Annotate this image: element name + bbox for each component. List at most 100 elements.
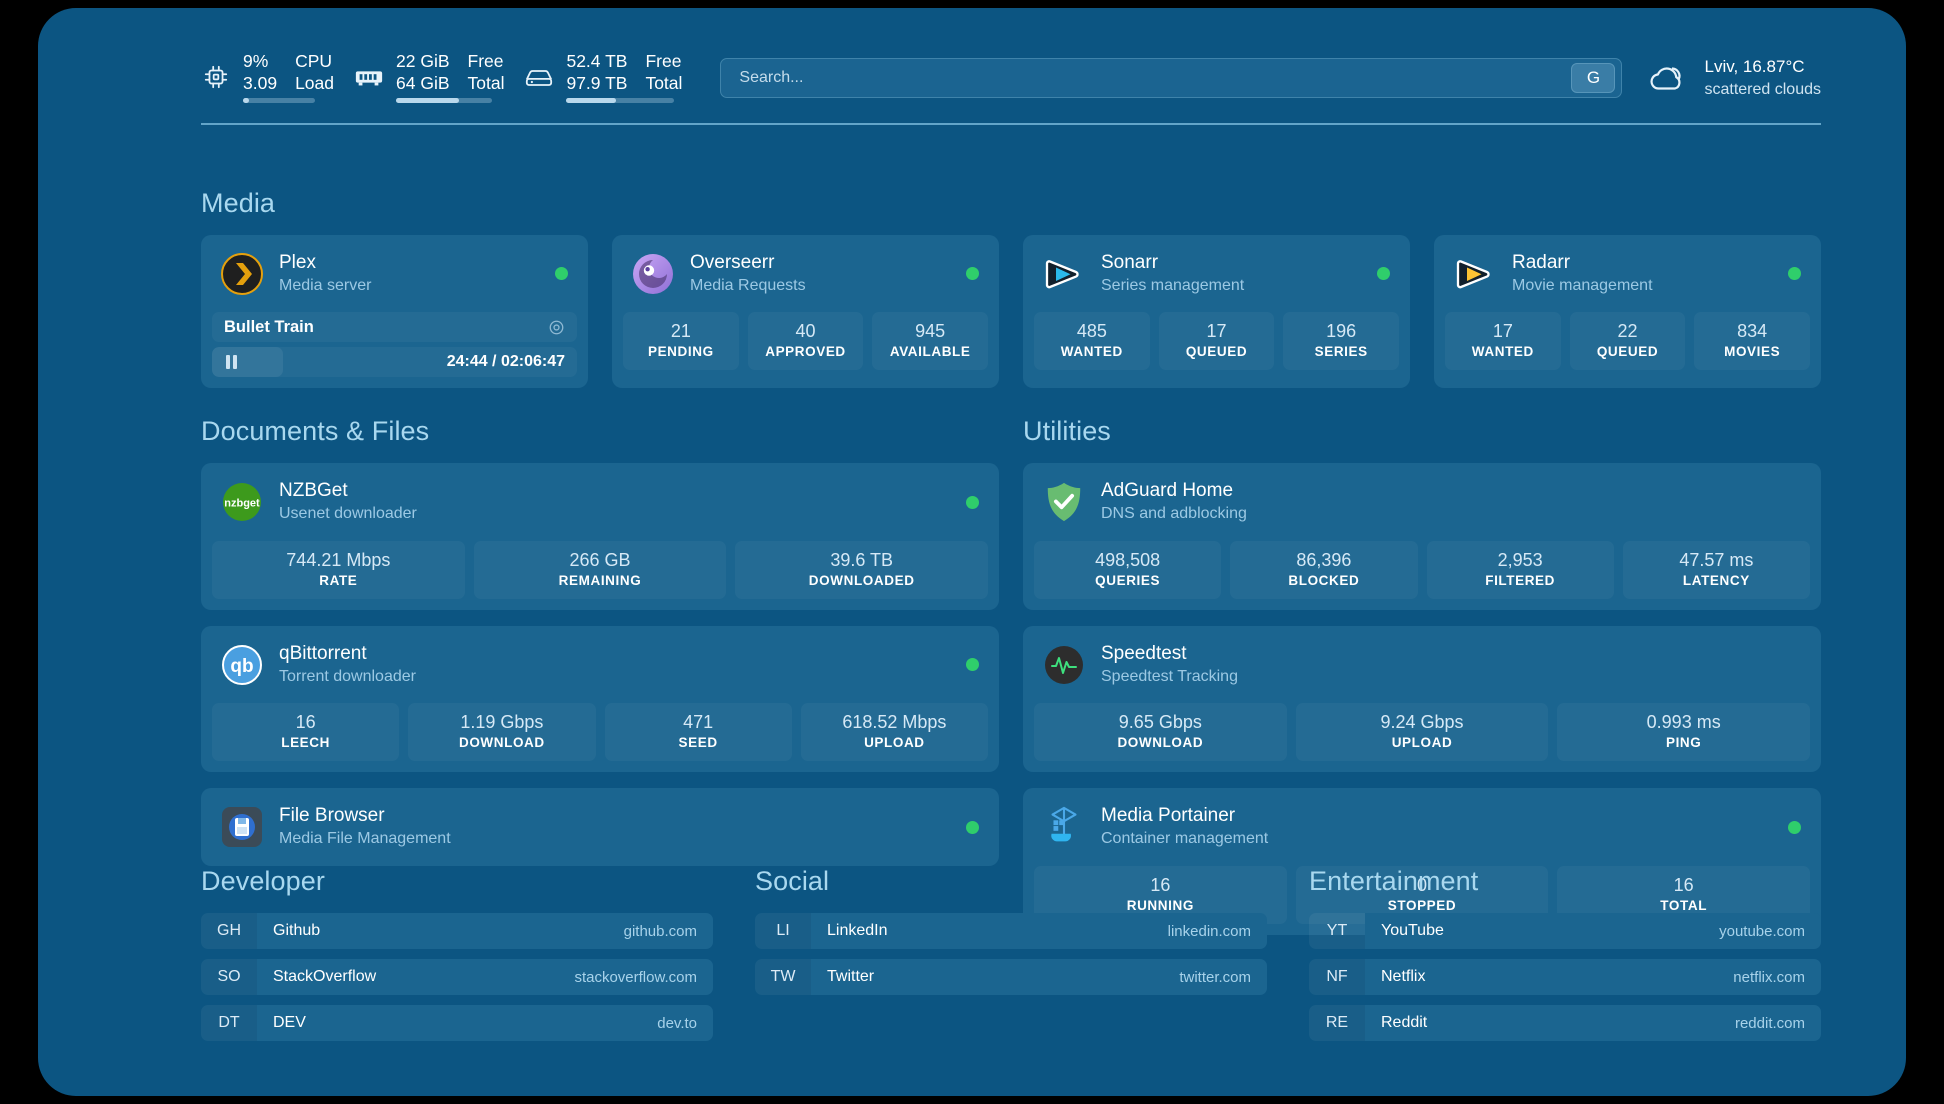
stat-cell[interactable]: 40 APPROVED <box>747 312 864 371</box>
status-indicator-online <box>966 267 979 281</box>
service-card-overseerr[interactable]: Overseerr Media Requests 21 PENDING 40 APPROV… <box>612 235 999 389</box>
svg-text:nzbget: nzbget <box>224 498 260 510</box>
search-engine-button[interactable]: G <box>1571 63 1616 93</box>
status-indicator-online <box>1788 267 1801 281</box>
bookmark-body: Github github.com <box>257 913 713 949</box>
player-progress-row[interactable]: 24:44 / 02:06:47 <box>212 347 577 378</box>
stat-cell[interactable]: 16 LEECH <box>212 703 400 762</box>
card-titles: Speedtest Speedtest Tracking <box>1101 642 1801 687</box>
card-title: AdGuard Home <box>1101 480 1234 502</box>
bookmark-abbr: SO <box>201 959 257 995</box>
bookmark-url: netflix.com <box>1733 968 1805 986</box>
stat-cell[interactable]: 17 WANTED <box>1445 312 1561 371</box>
search-box[interactable]: G <box>720 58 1623 98</box>
service-card-media-portainer[interactable]: Media Portainer Container management 16 RUN… <box>1023 788 1821 935</box>
stat-progress-bar-0 <box>243 97 315 103</box>
bookmark-link[interactable]: LI LinkedIn linkedin.com <box>755 913 1267 949</box>
player-title-row[interactable]: Bullet Train <box>212 312 577 343</box>
search-input[interactable] <box>739 69 1572 87</box>
stat-cell-value: 47.57 ms <box>1679 549 1754 570</box>
bookmark-body: StackOverflow stackoverflow.com <box>257 959 713 995</box>
bookmark-name: Reddit <box>1381 1014 1428 1031</box>
stat-cell[interactable]: 1.19 Gbps DOWNLOAD <box>408 703 596 762</box>
stat-cell[interactable]: 47.57 ms LATENCY <box>1622 540 1810 599</box>
service-card-adguard-home[interactable]: AdGuard Home DNS and adblocking 498,508 QUE… <box>1023 463 1821 610</box>
stat-cell-label: RUNNING <box>1126 897 1194 913</box>
service-card-nzbget[interactable]: nzbget NZBGet Usenet downloader 744.21 Mbps… <box>201 463 999 610</box>
bookmark-group-entertainment: Entertainment YT YouTube youtube.com NF Netfl… <box>1309 866 1821 1041</box>
bookmark-abbr: DT <box>201 1005 257 1041</box>
stat-cell-value: 16 <box>295 712 316 733</box>
stat-cell[interactable]: 834 MOVIES <box>1694 312 1811 371</box>
service-card-sonarr[interactable]: Sonarr Series management 485 WANTED 17 QUEUED… <box>1023 235 1410 389</box>
stat-cell-value: 834 <box>1737 321 1768 342</box>
stat-cell[interactable]: 86,396 BLOCKED <box>1230 540 1418 599</box>
stat-cell[interactable]: 0.993 ms PING <box>1557 703 1811 762</box>
stat-cell[interactable]: 9.24 Gbps UPLOAD <box>1295 703 1549 762</box>
card-header: Speedtest Speedtest Tracking <box>1023 626 1821 703</box>
stat-cell-value: 16 <box>1150 874 1171 895</box>
stat-cell[interactable]: 498,508 QUERIES <box>1034 540 1222 599</box>
bookmark-link[interactable]: NF Netflix netflix.com <box>1309 959 1821 995</box>
card-subtitle: Torrent downloader <box>279 667 416 685</box>
card-titles: qBittorrent Torrent downloader <box>279 642 950 687</box>
service-card-plex[interactable]: Plex Media server Bullet Train 24:44 / 02:0… <box>201 235 588 389</box>
stat-cell-label: QUEUED <box>1185 344 1248 360</box>
service-card-qbittorrent[interactable]: qb qBittorrent Torrent downloader 16 LEECH 1.… <box>201 625 999 773</box>
service-card-file-browser[interactable]: File Browser Media File Management <box>201 788 999 866</box>
stat-cell[interactable]: 485 WANTED <box>1034 312 1150 371</box>
stat-cell-value: 17 <box>1492 321 1513 342</box>
stat-value-top-1: 22 GiB <box>396 51 450 72</box>
bookmark-link[interactable]: YT YouTube youtube.com <box>1309 913 1821 949</box>
stat-cell[interactable]: 266 GB REMAINING <box>473 540 727 599</box>
stat-cell-value: 2,953 <box>1497 549 1543 570</box>
stat-cell-label: RATE <box>319 572 358 588</box>
gear-icon[interactable] <box>548 319 565 336</box>
service-card-radarr[interactable]: Radarr Movie management 17 WANTED 22 QUEUED 83… <box>1434 235 1821 389</box>
stat-cell-label: DOWNLOAD <box>458 735 545 751</box>
stat-cell[interactable]: 21 PENDING <box>623 312 739 371</box>
bookmark-link[interactable]: RE Reddit reddit.com <box>1309 1005 1821 1041</box>
disk-icon <box>524 62 554 92</box>
stat-cell-value: 618.52 Mbps <box>842 712 947 733</box>
search-area: G <box>720 58 1623 98</box>
pause-icon[interactable] <box>226 355 237 370</box>
stat-cell[interactable]: 945 AVAILABLE <box>872 312 989 371</box>
stat-cell-value: 86,396 <box>1296 549 1352 570</box>
bookmark-link[interactable]: SO StackOverflow stackoverflow.com <box>201 959 713 995</box>
stat-cell[interactable]: 9.65 Gbps DOWNLOAD <box>1034 703 1287 762</box>
stat-cell[interactable]: 471 SEED <box>604 703 792 762</box>
card-subtitle: Speedtest Tracking <box>1101 667 1238 685</box>
system-stats: 9% 3.09 CPU Load 22 GiB 64 GiB Free Total 52.4 T… <box>201 51 682 105</box>
stat-cell[interactable]: 744.21 Mbps RATE <box>212 540 465 599</box>
stat-progress-fill-0 <box>243 97 250 103</box>
nzbget-icon: nzbget <box>221 481 263 523</box>
stat-progress-bar-1 <box>396 97 492 103</box>
stat-cell-label: REMAINING <box>558 572 642 588</box>
stat-cell[interactable]: 17 QUEUED <box>1158 312 1275 371</box>
stat-cell[interactable]: 22 QUEUED <box>1569 312 1686 371</box>
stat-cell-label: QUERIES <box>1095 572 1161 588</box>
stat-cell[interactable]: 39.6 TB DOWNLOADED <box>735 540 989 599</box>
system-stat-body-0: 9% 3.09 CPU Load <box>243 51 334 105</box>
stat-cell[interactable]: 196 SERIES <box>1283 312 1400 371</box>
bookmark-link[interactable]: DT DEV dev.to <box>201 1005 713 1041</box>
status-indicator-online <box>1377 267 1390 281</box>
lower-columns: Documents & Files nzbget NZBGet Usenet down… <box>201 416 1821 935</box>
service-card-speedtest[interactable]: Speedtest Speedtest Tracking 9.65 Gbps DOWN… <box>1023 625 1821 773</box>
stat-cell-value: 40 <box>795 321 816 342</box>
header-bar: 9% 3.09 CPU Load 22 GiB 64 GiB Free Total 52.4 T… <box>201 38 1821 118</box>
card-header: Overseerr Media Requests <box>612 235 999 312</box>
bookmark-link[interactable]: GH Github github.com <box>201 913 713 949</box>
bookmark-link[interactable]: TW Twitter twitter.com <box>755 959 1267 995</box>
stat-label-top-1: Free <box>467 51 504 72</box>
card-title: File Browser <box>279 805 385 827</box>
stat-cell[interactable]: 618.52 Mbps UPLOAD <box>800 703 988 762</box>
stat-label-bottom-0: Load <box>295 72 334 93</box>
bookmark-body: LinkedIn linkedin.com <box>811 913 1267 949</box>
stat-cell[interactable]: 2,953 FILTERED <box>1426 540 1614 599</box>
stat-cell-label: QUEUED <box>1596 344 1659 360</box>
bookmark-group-social: Social LI LinkedIn linkedin.com TW Twitter twi… <box>755 866 1267 1041</box>
section-title-entertainment: Entertainment <box>1309 866 1479 896</box>
card-stats: 16 LEECH 1.19 Gbps DOWNLOAD 471 SEED 618.52 Mb… <box>201 703 999 772</box>
